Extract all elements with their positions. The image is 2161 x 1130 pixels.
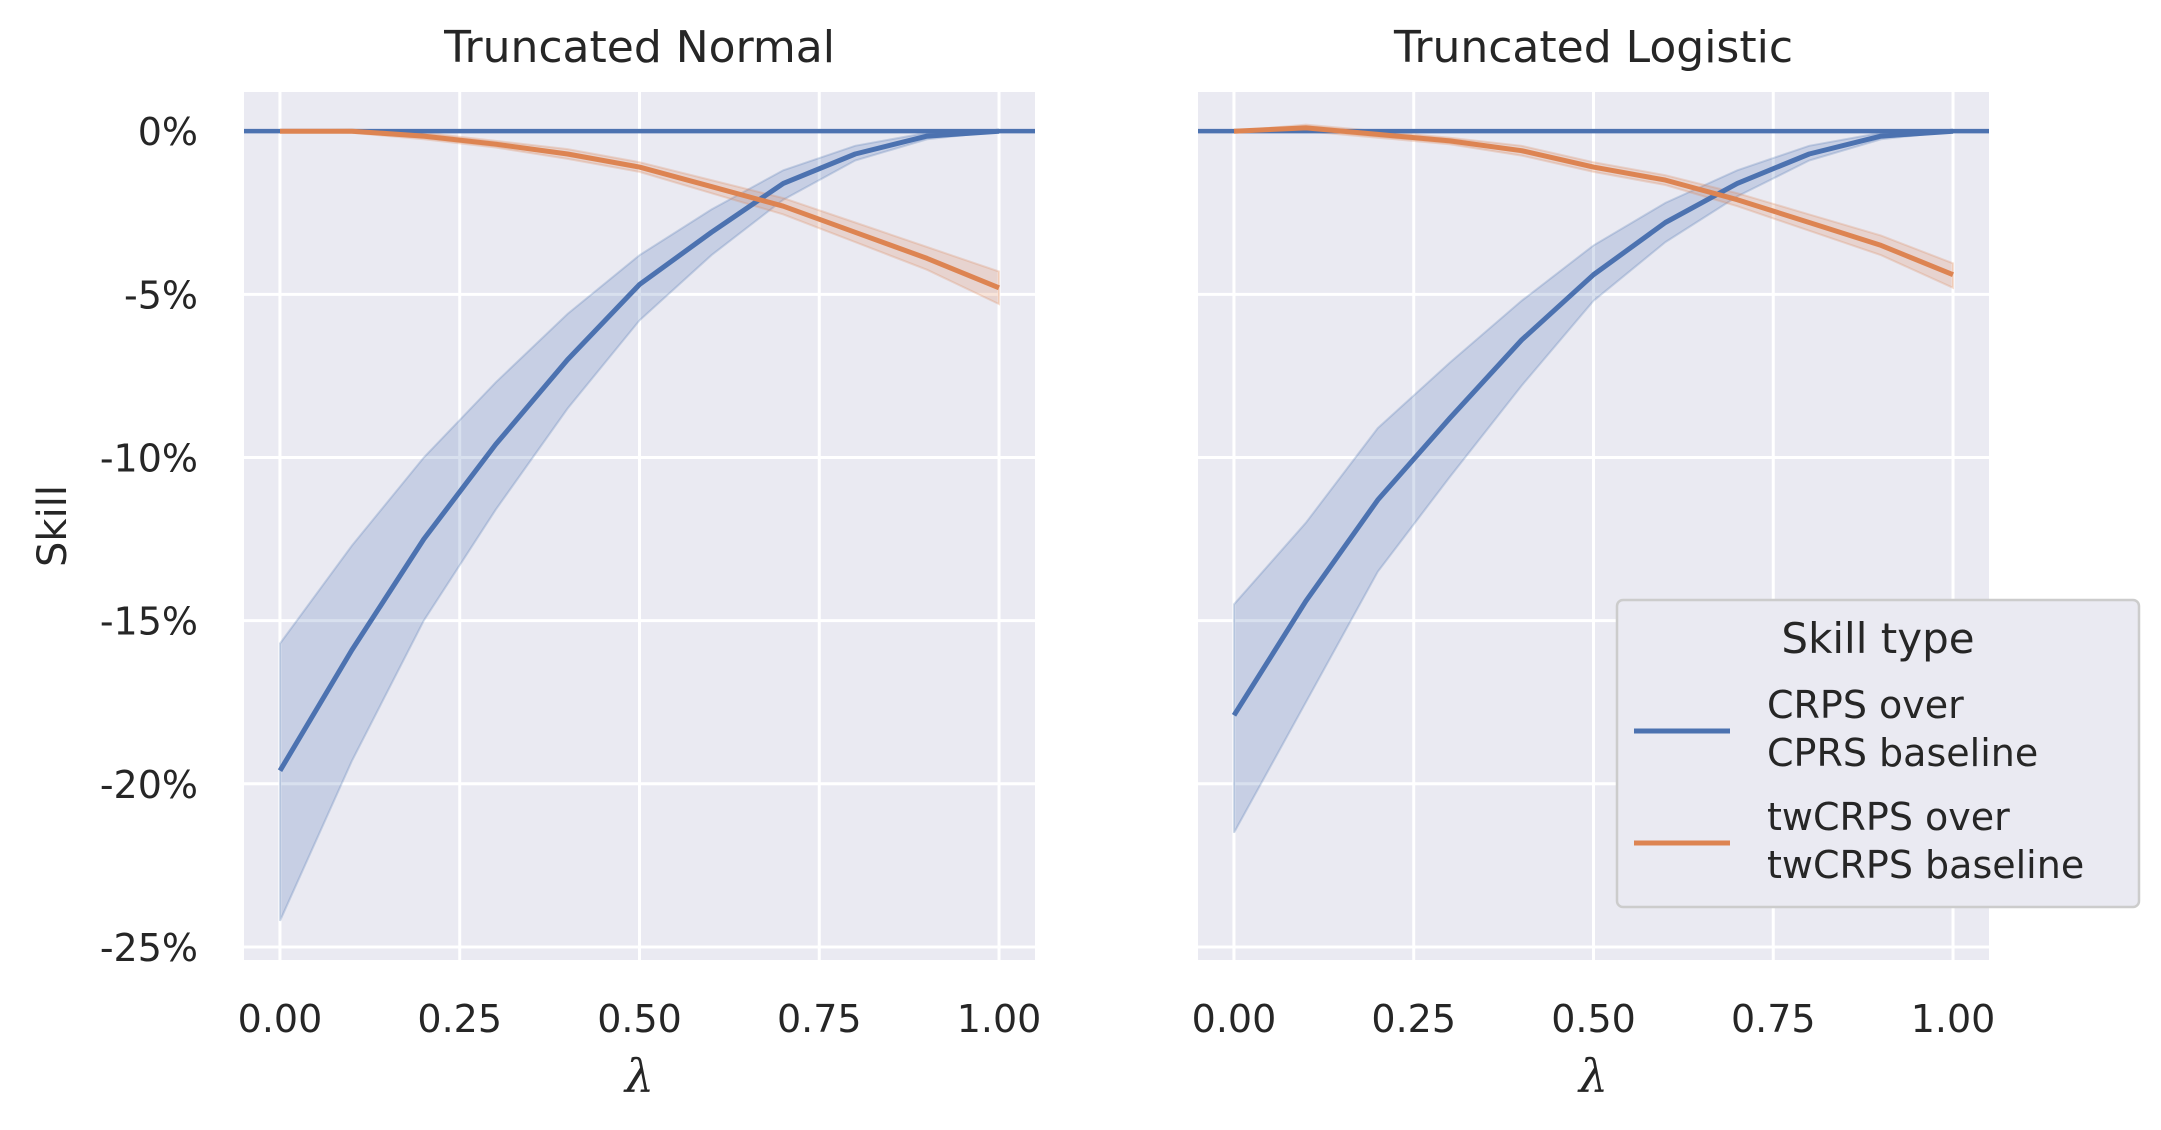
x-tick-label: 0.25	[1371, 997, 1456, 1041]
x-tick-label: 0.00	[1192, 997, 1277, 1041]
legend-label-twcrps-line2: twCRPS baseline	[1767, 843, 2084, 887]
panel-truncated-logistic: Truncated Logistic 0.00 0.25 0.50 0.75 1.00 λ	[1192, 22, 1996, 1103]
y-tick-label: -10%	[100, 436, 198, 480]
legend-title: Skill type	[1781, 614, 1974, 663]
y-tick-label: -5%	[124, 273, 198, 317]
y-tick-label: -20%	[100, 763, 198, 807]
confidence-band-twcrps	[1233, 123, 1954, 290]
chart-title: Truncated Logistic	[1393, 22, 1793, 73]
chart-title: Truncated Normal	[443, 22, 835, 73]
series-line-crps	[1231, 128, 1954, 717]
series-line-twcrps	[280, 128, 1000, 291]
x-tick-label: 0.00	[238, 997, 323, 1041]
x-tick-label: 0.50	[1551, 997, 1636, 1041]
panel-truncated-normal: Truncated Normal 0.00 0.25 0.50 0.75 1.00 0% -5…	[30, 22, 1041, 1103]
y-tick-label: -15%	[100, 600, 198, 644]
x-tick-label: 0.50	[597, 997, 682, 1041]
y-tick-label: -25%	[100, 926, 198, 970]
series-line-twcrps	[1233, 125, 1954, 278]
x-tick-label: 0.75	[1731, 997, 1816, 1041]
legend-label-twcrps-line1: twCRPS over	[1767, 795, 2010, 839]
x-axis-label: λ	[623, 1049, 654, 1103]
y-tick-label: 0%	[138, 110, 198, 154]
x-tick-label: 0.25	[417, 997, 502, 1041]
x-axis-label: λ	[1577, 1049, 1608, 1103]
legend: Skill type CRPS over CPRS baseline twCRP…	[1615, 598, 2141, 909]
legend-label-crps-line2: CPRS baseline	[1767, 731, 2038, 775]
x-tick-label: 0.75	[777, 997, 862, 1041]
x-tick-label: 1.00	[1911, 997, 1996, 1041]
y-axis-label: Skill	[30, 485, 76, 567]
x-tick-label: 1.00	[957, 997, 1042, 1041]
series-line-crps	[277, 128, 1000, 772]
legend-label-crps-line1: CRPS over	[1767, 683, 1964, 727]
legend-box	[1615, 598, 2141, 909]
